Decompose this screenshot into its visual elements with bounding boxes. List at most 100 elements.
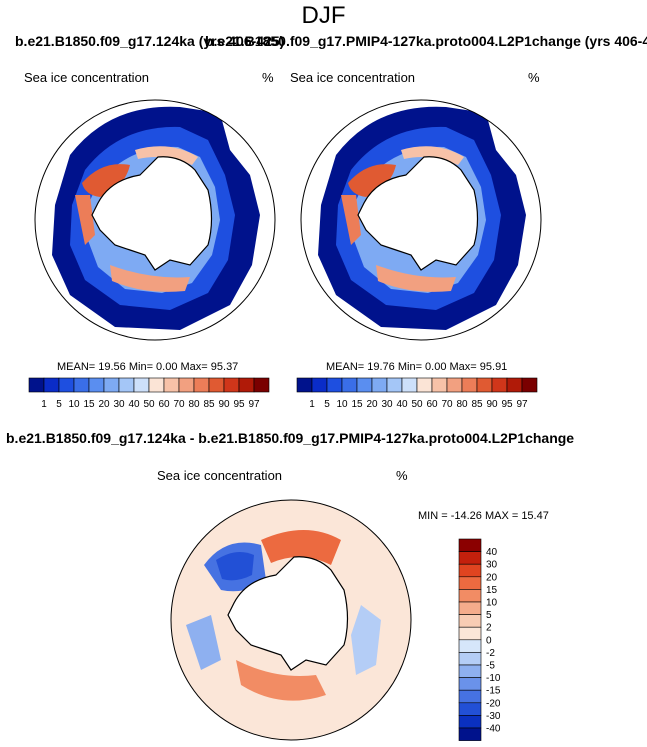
colorbar-swatch <box>103 377 120 393</box>
colorbar-tick-label: 95 <box>501 399 513 410</box>
colorbar-swatch <box>458 601 482 615</box>
colorbar-tick-label: 95 <box>233 399 245 410</box>
colorbar-tick-label: 5 <box>56 399 62 410</box>
figure-title: DJF <box>301 2 346 29</box>
panel1-units: % <box>262 70 274 85</box>
colorbar-tick-label: 40 <box>396 399 408 410</box>
colorbar-swatch <box>356 377 373 393</box>
colorbar-tick-label: 30 <box>113 399 125 410</box>
case-title-left: b.e21.B1850.f09_g17.124ka (yrs 406-425) <box>15 33 285 49</box>
colorbar-swatch <box>458 589 482 603</box>
panel2-stats: MEAN= 19.76 Min= 0.00 Max= 95.91 <box>326 361 508 373</box>
colorbar-swatch <box>476 377 493 393</box>
colorbar-swatch <box>458 563 482 578</box>
colorbar-swatch <box>458 727 482 741</box>
colorbar-tick-label: 90 <box>218 399 230 410</box>
colorbar-swatch <box>133 377 150 393</box>
diff-negative-indian <box>351 605 381 675</box>
colorbar-swatch <box>58 377 75 393</box>
colorbar-swatch <box>458 664 482 678</box>
colorbar-tick-label: 97 <box>248 399 260 410</box>
sea-ice-high-peninsula <box>341 195 361 245</box>
sea-ice-high-ross <box>376 265 456 292</box>
colorbar-tick-label: 5 <box>486 610 492 621</box>
sea-ice-high-peninsula <box>75 195 95 245</box>
colorbar-swatch <box>371 377 388 393</box>
colorbar-tick-label: -15 <box>486 686 501 697</box>
diff-panel-stats: MIN = -14.26 MAX = 15.47 <box>418 510 549 522</box>
diff-panel-variable: Sea ice concentration <box>157 468 283 483</box>
colorbar-swatch <box>446 377 463 393</box>
colorbar-tick-label: 10 <box>68 399 80 410</box>
colorbar-tick-label: 0 <box>486 635 492 646</box>
colorbar-swatch <box>296 377 313 393</box>
sea-ice-high-weddell <box>82 164 130 197</box>
colorbar-tick-label: -20 <box>486 698 501 709</box>
colorbar-swatch <box>118 377 135 393</box>
colorbar-tick-label: 50 <box>411 399 423 410</box>
case-title-right: b.e21.B1850.f09_g17.PMIP4-127ka.proto004… <box>205 33 647 49</box>
panel2-variable: Sea ice concentration <box>290 70 416 85</box>
colorbar-swatch <box>223 377 240 393</box>
colorbar-swatch <box>401 377 418 393</box>
colorbar-tick-label: 50 <box>143 399 155 410</box>
difference-title: b.e21.B1850.f09_g17.124ka - b.e21.B1850.… <box>6 430 575 446</box>
colorbar-tick-label: 97 <box>516 399 528 410</box>
colorbar-tick-label: 15 <box>351 399 363 410</box>
antarctica-land <box>227 556 349 671</box>
colorbar-swatch <box>458 652 482 666</box>
colorbar-tick-label: 5 <box>324 399 330 410</box>
colorbar-swatch <box>458 551 482 565</box>
colorbar-tick-label: 30 <box>381 399 393 410</box>
antarctica-land <box>357 156 479 271</box>
colorbar-tick-label: 85 <box>471 399 483 410</box>
colorbar-tick-label: -5 <box>486 661 495 672</box>
colorbar-swatch <box>458 626 482 641</box>
colorbar-tick-label: 80 <box>456 399 468 410</box>
colorbar-tick-label: 90 <box>486 399 498 410</box>
sea-ice-high-weddell <box>348 164 396 197</box>
diff-negative-pacific-patch <box>186 615 221 670</box>
colorbar-tick-label: -30 <box>486 711 501 722</box>
antarctica-land <box>91 156 213 271</box>
panel1-variable: Sea ice concentration <box>24 70 150 85</box>
colorbar-tick-label: 70 <box>441 399 453 410</box>
colorbar-tick-label: 15 <box>83 399 95 410</box>
diff-negative-weddell-core <box>216 551 254 581</box>
panel1-stats: MEAN= 19.56 Min= 0.00 Max= 95.37 <box>57 361 239 373</box>
colorbar-tick-label: 40 <box>486 547 498 558</box>
colorbar-swatch <box>43 377 60 393</box>
colorbar-swatch <box>521 377 538 393</box>
colorbar-tick-label: 40 <box>128 399 140 410</box>
colorbar-swatch <box>458 639 482 653</box>
colorbar-swatch <box>238 377 255 393</box>
colorbar-tick-label: 1 <box>41 399 47 410</box>
colorbar-tick-label: 1 <box>309 399 315 410</box>
colorbar-abs-right: 1 5 10 15 20 30 40 50 60 70 80 85 90 95 97 <box>296 377 538 410</box>
colorbar-swatch <box>506 377 523 393</box>
colorbar-tick-label: 10 <box>336 399 348 410</box>
colorbar-swatch <box>386 377 403 393</box>
colorbar-swatch <box>458 689 482 704</box>
colorbar-swatch <box>148 377 165 393</box>
colorbar-swatch <box>458 614 482 628</box>
colorbar-tick-label: -40 <box>486 724 501 735</box>
colorbar-swatch <box>461 377 478 393</box>
colorbar-swatch <box>431 377 448 393</box>
colorbar-swatch <box>341 377 358 393</box>
colorbar-tick-label: 30 <box>486 560 498 571</box>
colorbar-swatch <box>458 538 482 552</box>
colorbar-swatch <box>208 377 225 393</box>
colorbar-swatch <box>178 377 195 393</box>
colorbar-tick-label: 70 <box>173 399 185 410</box>
diff-positive-pacific <box>236 660 326 701</box>
colorbar-swatch <box>28 377 45 393</box>
panel2-units: % <box>528 70 540 85</box>
colorbar-swatch <box>253 377 270 393</box>
colorbar-tick-label: -10 <box>486 673 501 684</box>
map-panel-2 <box>300 99 542 341</box>
colorbar-swatch <box>193 377 210 393</box>
colorbar-swatch <box>88 377 105 393</box>
colorbar-swatch <box>458 702 482 716</box>
colorbar-swatch <box>73 377 90 393</box>
